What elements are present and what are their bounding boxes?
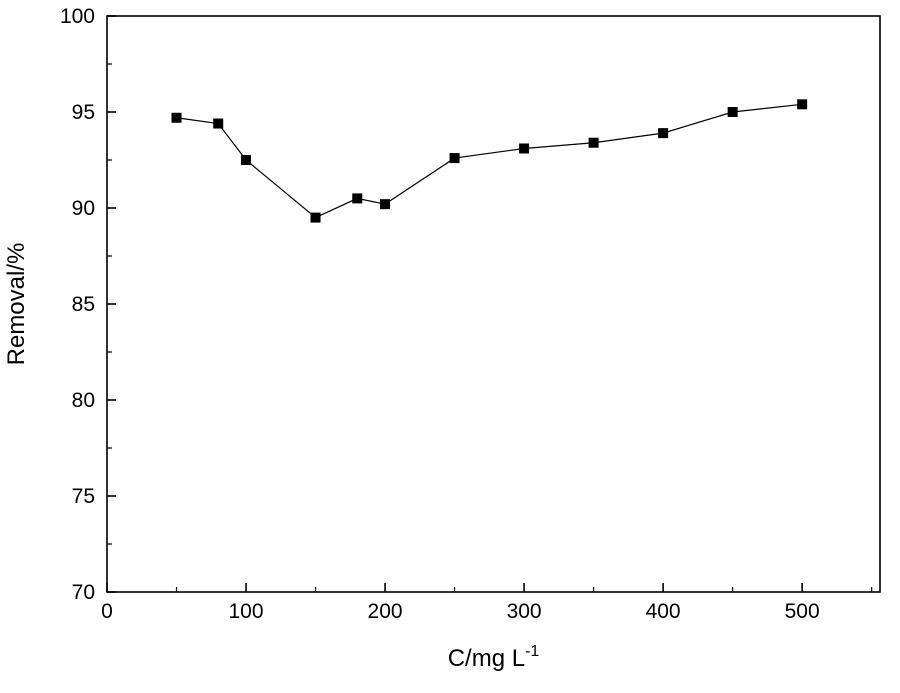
series-line [176,103,803,219]
data-point-marker [213,118,224,129]
data-point-marker [727,107,738,117]
data-point-marker [380,199,391,210]
y-axis-label: Removal/% [3,243,30,366]
plot-frame [106,15,881,593]
y-tick-label: 90 [72,197,95,220]
y-tick-label: 85 [72,293,95,316]
data-point-marker [171,112,182,123]
y-tick-label: 100 [60,5,95,28]
x-tick-label: 200 [368,600,403,623]
x-tick-label: 300 [507,600,542,623]
data-point-marker [797,99,808,110]
data-point-marker [310,212,321,223]
data-point-marker [241,155,252,165]
y-tick-label: 70 [72,581,95,604]
x-axis-label: C/mg L-1 [448,643,540,672]
x-tick-label: 400 [646,600,681,623]
y-tick-label: 75 [72,485,95,508]
data-point-marker [519,143,530,154]
data-point-marker [449,153,460,164]
x-tick-label: 100 [229,600,264,623]
data-point-marker [352,193,363,204]
x-tick-label: 500 [785,600,820,623]
data-point-marker [588,137,599,148]
data-point-marker [658,128,669,139]
y-tick-label: 80 [72,389,95,412]
y-tick-label: 95 [72,101,95,124]
x-tick-label: 0 [101,600,113,623]
